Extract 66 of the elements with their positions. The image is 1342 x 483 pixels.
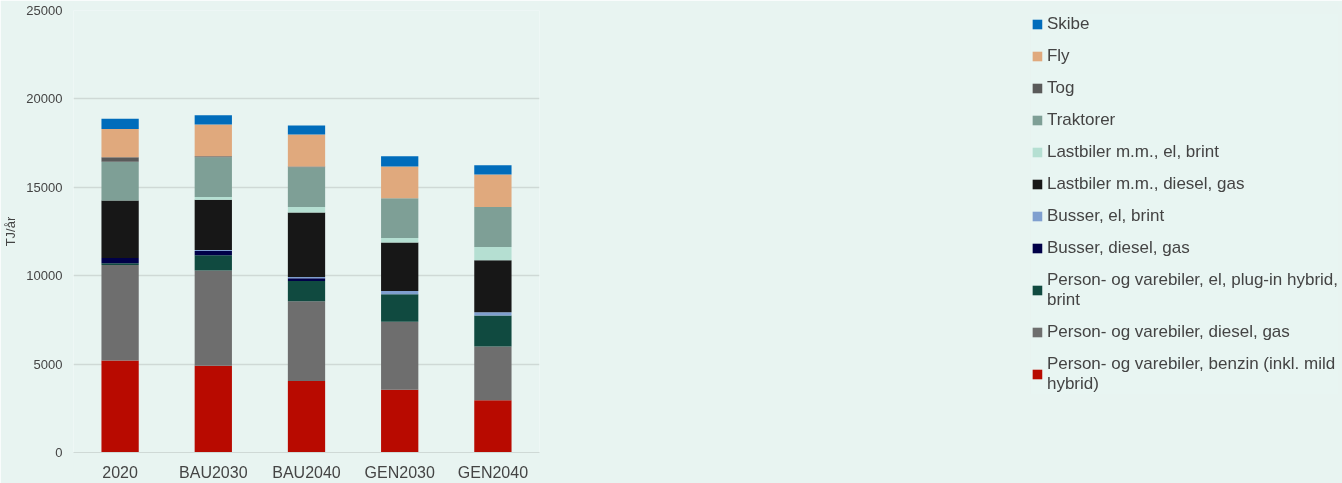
bar <box>101 258 139 264</box>
legend-label: Tog <box>1046 78 1075 98</box>
x-tick-label: GEN2040 <box>457 463 529 481</box>
legend-label: Person- og varebiler, diesel, gas <box>1046 322 1290 342</box>
x-tick-label: BAU2040 <box>272 463 341 481</box>
bar <box>381 242 419 292</box>
bar <box>287 125 326 135</box>
bar <box>474 260 512 313</box>
bar <box>381 291 419 295</box>
bar <box>474 174 512 208</box>
bar <box>287 134 326 167</box>
legend-label: Lastbiler m.m., diesel, gas <box>1046 174 1245 194</box>
bar <box>194 115 232 125</box>
x-tick-label: BAU2030 <box>179 463 248 481</box>
bar <box>287 281 326 302</box>
bar <box>474 315 512 347</box>
bar <box>474 312 512 316</box>
bar <box>194 255 232 271</box>
legend-label: Traktorer <box>1046 110 1116 130</box>
legend-label: Person- og varebiler, el, plug-in hybrid, brint <box>1046 270 1338 310</box>
y-tick-label: 10000 <box>26 268 63 284</box>
bar <box>381 156 419 167</box>
bar <box>287 301 326 381</box>
bar <box>101 265 139 361</box>
legend-label: Lastbiler m.m., el, brint <box>1046 142 1219 162</box>
legend-label: Busser, el, brint <box>1046 206 1165 226</box>
bar <box>194 199 232 251</box>
bar <box>381 389 419 453</box>
bar <box>194 124 232 157</box>
y-tick-label: 20000 <box>26 91 63 107</box>
legend-label: Fly <box>1046 46 1070 66</box>
bar <box>474 165 512 175</box>
bar <box>474 400 512 453</box>
bar <box>381 238 419 243</box>
bar <box>287 212 326 277</box>
x-tick-label: 2020 <box>102 463 138 481</box>
bar <box>101 200 139 259</box>
bar <box>287 207 326 213</box>
bar <box>101 128 139 158</box>
bar <box>101 161 139 201</box>
x-tick-label: GEN2030 <box>364 463 435 481</box>
bar <box>287 167 326 208</box>
bar <box>101 118 139 129</box>
bar <box>474 207 512 247</box>
bar <box>194 365 232 453</box>
bar <box>101 360 139 453</box>
bar <box>381 166 419 199</box>
y-axis-title: TJ/år <box>3 216 19 247</box>
legend-label: Busser, diesel, gas <box>1046 238 1190 258</box>
bar <box>381 294 419 322</box>
bar <box>381 321 419 390</box>
y-tick-label: 15000 <box>26 179 63 195</box>
bar <box>194 157 232 198</box>
legend-label: Person- og varebiler, benzin (inkl. mild hybrid) <box>1046 354 1336 394</box>
bar <box>474 346 512 401</box>
bar <box>194 270 232 366</box>
bar <box>194 250 232 256</box>
legend-label: Skibe <box>1046 14 1090 34</box>
y-tick-label: 5000 <box>33 356 63 372</box>
bar <box>287 380 326 453</box>
bar <box>194 197 232 200</box>
bar <box>381 198 419 239</box>
bar <box>474 246 512 261</box>
bar <box>101 157 139 162</box>
y-tick-label: 0 <box>55 445 63 460</box>
y-tick-label: 25000 <box>26 3 63 18</box>
